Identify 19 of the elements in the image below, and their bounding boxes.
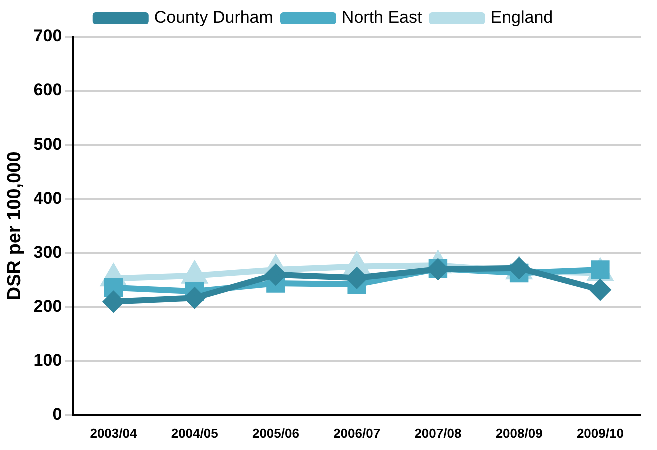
y-tick-label: 0 — [52, 405, 62, 424]
y-tick-label: 700 — [34, 26, 62, 46]
x-tick-label: 2009/10 — [576, 426, 624, 441]
y-tick-label: 200 — [34, 296, 62, 316]
x-tick-label: 2007/08 — [414, 426, 462, 441]
legend-label: County Durham — [154, 8, 274, 28]
x-tick-label: 2008/09 — [496, 426, 543, 441]
x-tick-label: 2003/04 — [90, 426, 138, 441]
x-tick-label: 2006/07 — [334, 426, 381, 441]
x-tick-label: 2004/05 — [171, 426, 218, 441]
y-tick-label: 500 — [34, 134, 62, 154]
legend-label: England — [490, 8, 554, 28]
y-axis-title: DSR per 100,000 — [4, 152, 26, 301]
y-tick-label: 100 — [34, 351, 62, 370]
legend-label: North East — [342, 8, 423, 28]
y-tick-label: 600 — [34, 80, 62, 100]
y-tick-label: 300 — [34, 242, 62, 262]
x-tick-label: 2005/06 — [252, 426, 300, 441]
y-tick-label: 400 — [34, 188, 62, 208]
